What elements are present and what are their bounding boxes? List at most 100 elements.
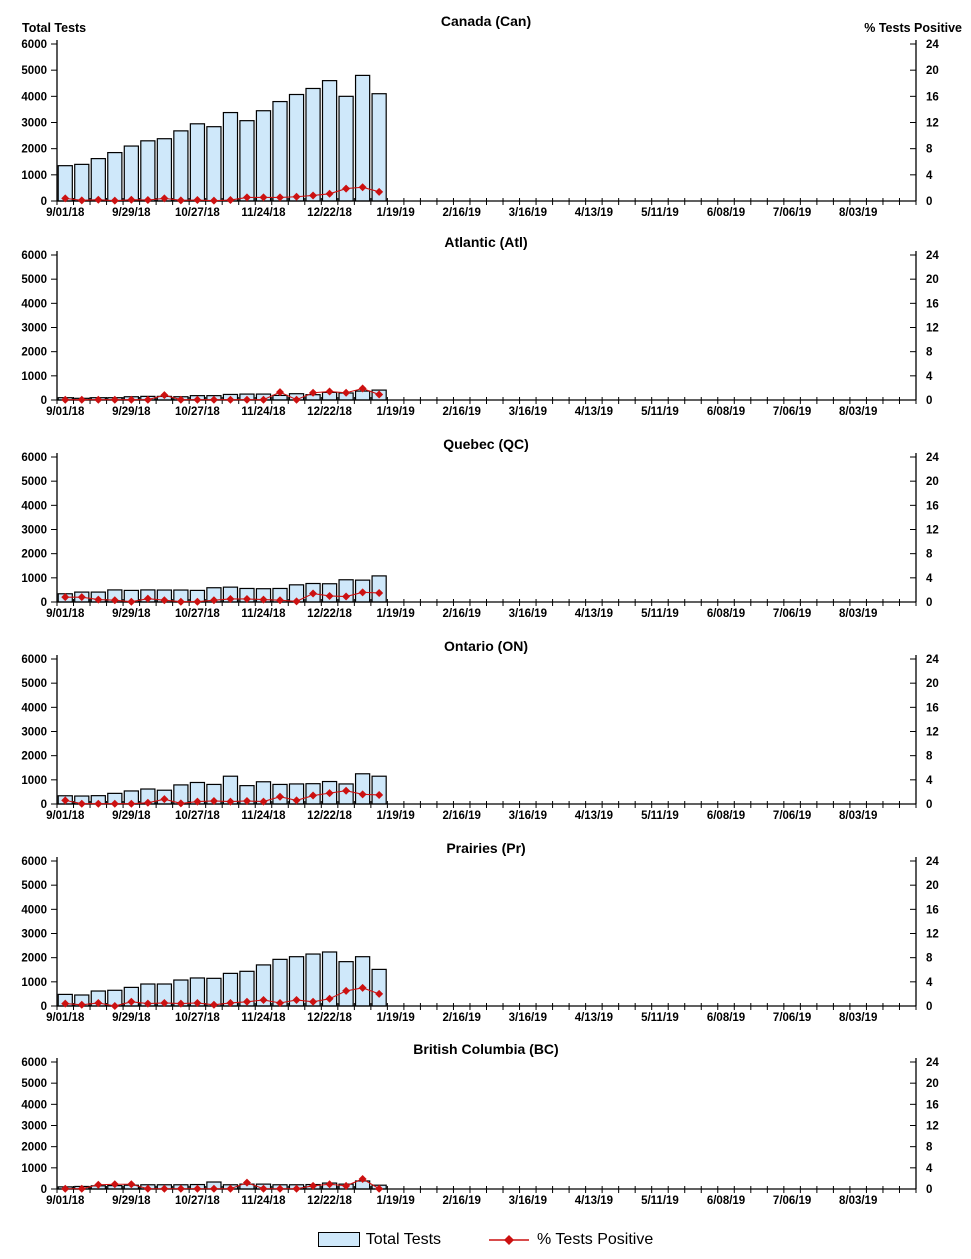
y-left-tick-label: 2000 — [21, 549, 47, 561]
pct-positive-diamond-marker — [77, 395, 86, 404]
pct-positive-diamond-marker — [375, 790, 384, 799]
x-tick-label: 3/16/19 — [509, 406, 547, 418]
total-tests-bar — [140, 140, 156, 202]
pct-positive-diamond-marker — [143, 594, 152, 603]
x-tick-label: 6/08/19 — [707, 608, 745, 620]
total-tests-bar — [371, 93, 387, 202]
y-left-tick-label: 4000 — [21, 298, 47, 310]
y-left-tick-label: 3000 — [21, 929, 47, 941]
x-tick-label: 6/08/19 — [707, 1195, 745, 1207]
y-left-tick-label: 5000 — [21, 678, 47, 690]
y-left-tick-label: 5000 — [21, 476, 47, 488]
x-tick-label: 5/11/19 — [641, 608, 679, 620]
pct-positive-diamond-marker — [61, 1184, 70, 1193]
pct-positive-diamond-marker — [143, 798, 152, 807]
x-tick-label: 11/24/18 — [241, 810, 286, 822]
x-tick-label: 8/03/19 — [839, 1195, 877, 1207]
y-left-tick-label: 2000 — [21, 144, 47, 156]
chart-title: Quebec (QC) — [443, 436, 529, 452]
pct-positive-diamond-marker — [193, 196, 202, 205]
pct-positive-diamond-marker — [309, 589, 318, 598]
pct-positive-diamond-marker — [110, 196, 119, 205]
x-tick-label: 7/06/19 — [773, 810, 811, 822]
right-axis-title: % Tests Positive — [864, 21, 962, 35]
y-right-tick-label: 8 — [926, 347, 933, 359]
y-right-tick-label: 0 — [926, 597, 932, 609]
x-tick-label: 12/22/18 — [307, 1012, 352, 1024]
pct-positive-diamond-marker — [127, 395, 136, 404]
pct-positive-diamond-marker — [94, 195, 103, 204]
y-left-tick-label: 5000 — [21, 1078, 47, 1090]
total-tests-bar — [107, 151, 123, 202]
y-right-tick-label: 8 — [926, 1142, 933, 1154]
pct-positive-diamond-marker — [193, 1184, 202, 1193]
x-tick-label: 6/08/19 — [707, 1012, 745, 1024]
pct-positive-diamond-marker — [226, 998, 235, 1007]
pct-positive-diamond-marker — [226, 594, 235, 603]
x-tick-label: 2/16/19 — [443, 810, 481, 822]
y-left-tick-label: 6000 — [21, 250, 47, 262]
pct-positive-diamond-marker — [259, 797, 268, 806]
x-tick-label: 4/13/19 — [575, 406, 613, 418]
x-tick-label: 10/27/18 — [175, 1195, 220, 1207]
pct-positive-diamond-marker — [160, 1184, 169, 1193]
x-tick-label: 6/08/19 — [707, 406, 745, 418]
pct-positive-diamond-marker — [176, 999, 185, 1008]
pct-positive-diamond-marker — [94, 799, 103, 808]
total-tests-bar — [305, 87, 321, 202]
x-tick-label: 9/29/18 — [112, 810, 151, 822]
pct-positive-diamond-marker — [358, 588, 367, 597]
x-tick-label: 3/16/19 — [509, 1012, 547, 1024]
pct-positive-diamond-marker — [325, 189, 334, 198]
total-tests-bar — [371, 775, 387, 805]
x-tick-label: 2/16/19 — [443, 1012, 481, 1024]
pct-positive-diamond-marker — [259, 193, 268, 202]
y-right-tick-label: 0 — [926, 196, 932, 208]
pct-positive-diamond-marker — [325, 591, 334, 600]
pct-positive-diamond-marker — [110, 1002, 119, 1010]
x-tick-label: 6/08/19 — [707, 207, 745, 219]
pct-positive-diamond-marker — [242, 594, 251, 603]
y-left-tick-label: 2000 — [21, 953, 47, 965]
x-tick-label: 1/19/19 — [376, 1012, 414, 1024]
x-tick-label: 10/27/18 — [175, 608, 220, 620]
x-tick-label: 9/29/18 — [112, 1012, 151, 1024]
chart-title: Prairies (Pr) — [446, 840, 525, 856]
y-right-tick-label: 20 — [926, 1078, 939, 1090]
x-tick-label: 1/19/19 — [376, 1195, 414, 1207]
total-tests-bar — [255, 110, 272, 202]
x-tick-label: 4/13/19 — [575, 608, 613, 620]
y-left-tick-label: 1000 — [21, 977, 47, 989]
total-tests-bar — [354, 956, 371, 1007]
y-left-tick-label: 3000 — [21, 118, 47, 130]
x-tick-label: 12/22/18 — [307, 406, 352, 418]
y-left-tick-label: 1000 — [21, 775, 47, 787]
pct-positive-diamond-marker — [61, 194, 70, 203]
x-tick-label: 3/16/19 — [509, 608, 547, 620]
x-tick-label: 9/29/18 — [112, 406, 151, 418]
x-tick-label: 8/03/19 — [839, 810, 877, 822]
pct-positive-diamond-marker — [143, 999, 152, 1008]
pct-positive-diamond-marker — [127, 1180, 136, 1189]
total-tests-bar — [354, 74, 371, 202]
y-left-tick-label: 5000 — [21, 65, 47, 77]
pct-positive-diamond-marker — [110, 1180, 119, 1189]
total-tests-bar — [354, 773, 371, 805]
y-left-tick-label: 2000 — [21, 347, 47, 359]
y-right-tick-label: 20 — [926, 65, 939, 77]
x-tick-label: 10/27/18 — [175, 207, 220, 219]
pct-positive-diamond-marker — [160, 795, 169, 804]
chart-title: British Columbia (BC) — [413, 1041, 558, 1057]
pct-positive-diamond-marker — [110, 799, 119, 808]
y-left-tick-label: 4000 — [21, 91, 47, 103]
x-tick-label: 11/24/18 — [241, 406, 286, 418]
chart-title: Ontario (ON) — [444, 638, 528, 654]
pct-positive-diamond-marker — [209, 596, 218, 605]
x-tick-label: 1/19/19 — [376, 608, 414, 620]
x-tick-label: 11/24/18 — [241, 207, 286, 219]
y-left-tick-label: 0 — [41, 799, 47, 811]
y-right-tick-label: 24 — [926, 250, 939, 262]
pct-positive-diamond-marker — [77, 196, 86, 205]
x-tick-label: 1/19/19 — [376, 207, 414, 219]
pct-positive-diamond-marker — [309, 791, 318, 800]
